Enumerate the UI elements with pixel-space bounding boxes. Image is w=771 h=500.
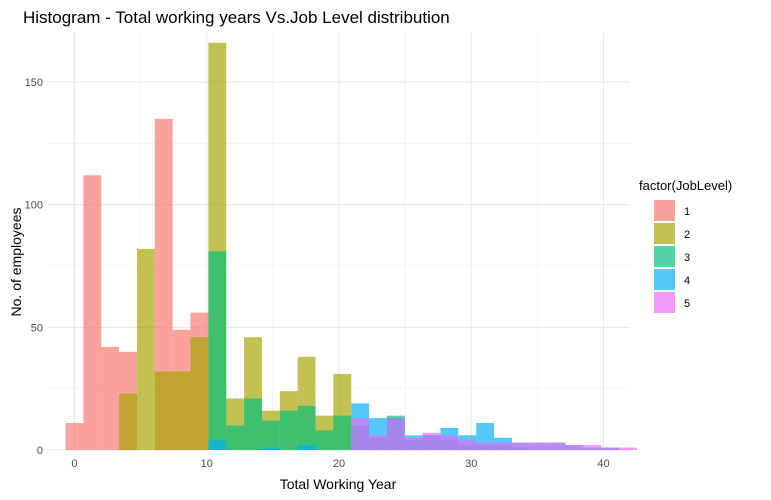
- y-tick-label: 100: [25, 200, 43, 212]
- y-axis-title: No. of employees: [8, 208, 24, 317]
- histogram-bar-level-5: [529, 442, 548, 450]
- histogram-bar-level-5: [583, 445, 602, 450]
- histogram-bar-level-2: [190, 337, 209, 450]
- x-axis-ticks: 0 10 20 30 40: [71, 458, 609, 470]
- histogram-bar-level-5: [422, 432, 441, 450]
- legend-swatch-5: [654, 292, 675, 313]
- histogram-bar-level-1: [83, 175, 102, 451]
- histogram-bar-level-5: [440, 435, 459, 450]
- x-tick-label: 10: [201, 458, 213, 470]
- histogram-bar-level-3: [297, 405, 316, 450]
- bars: [65, 42, 637, 451]
- histogram-bar-level-3: [208, 251, 227, 450]
- legend-label-5: 5: [684, 298, 690, 310]
- legend-swatch-3: [654, 246, 675, 267]
- histogram-bar-level-1: [101, 346, 120, 450]
- histogram-bar-level-5: [511, 442, 530, 450]
- histogram-bar-level-3: [279, 410, 298, 450]
- y-tick-label: 50: [31, 322, 43, 334]
- histogram-bar-level-3: [261, 420, 280, 450]
- histogram-bar-level-5: [386, 418, 405, 450]
- histogram-bar-level-2: [119, 393, 137, 450]
- histogram-bar-level-5: [494, 442, 512, 450]
- legend-title: factor(JobLevel): [639, 178, 732, 193]
- histogram-bar-level-4: [297, 445, 316, 450]
- histogram-bar-level-1: [65, 423, 84, 450]
- histogram-bar-level-2: [172, 371, 191, 450]
- y-tick-label: 150: [25, 77, 43, 89]
- x-tick-label: 30: [465, 458, 477, 470]
- histogram-bar-level-1: [154, 118, 173, 451]
- histogram-bar-level-3: [244, 398, 262, 450]
- histogram-bar-level-2: [154, 371, 173, 450]
- legend-label-1: 1: [684, 206, 690, 218]
- histogram-bar-level-5: [547, 442, 566, 450]
- legend-swatch-2: [654, 223, 675, 244]
- histogram-bar-level-4: [208, 440, 227, 450]
- histogram-bar-level-3: [333, 415, 352, 450]
- x-tick-label: 0: [71, 458, 77, 470]
- histogram-bar-level-4: [261, 447, 280, 450]
- legend-label-4: 4: [684, 275, 690, 287]
- histogram-bar-level-5: [351, 418, 370, 450]
- chart-title: Histogram - Total working years Vs.Job L…: [23, 8, 450, 27]
- histogram-bar-level-5: [565, 445, 584, 450]
- legend-swatch-1: [654, 200, 675, 221]
- histogram-bar-level-5: [458, 440, 477, 450]
- histogram-bar-level-5: [404, 437, 423, 450]
- x-tick-label: 40: [597, 458, 609, 470]
- histogram-bar-level-3: [315, 430, 334, 450]
- histogram-bar-level-2: [136, 248, 155, 450]
- histogram-bar-level-5: [476, 442, 495, 450]
- y-axis-ticks: 0 50 100 150: [25, 77, 43, 457]
- x-tick-label: 20: [333, 458, 345, 470]
- histogram-bar-level-5: [619, 447, 637, 450]
- histogram-bar-level-5: [601, 447, 620, 450]
- x-axis-title: Total Working Year: [280, 476, 397, 492]
- histogram-bar-level-3: [226, 425, 245, 450]
- legend-label-2: 2: [684, 229, 690, 241]
- y-tick-label: 0: [37, 445, 43, 457]
- legend-swatch-4: [654, 269, 675, 290]
- legend-label-3: 3: [684, 252, 690, 264]
- legend: factor(JobLevel) 1 2 3 4 5: [639, 178, 732, 313]
- histogram-bar-level-5: [369, 435, 387, 450]
